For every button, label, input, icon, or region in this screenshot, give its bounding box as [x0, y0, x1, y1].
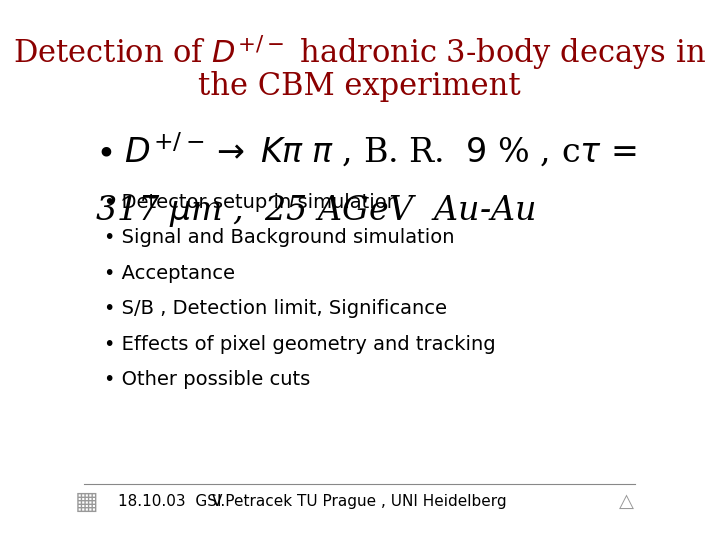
Text: ▦: ▦ — [75, 490, 99, 514]
Text: • Acceptance: • Acceptance — [104, 264, 234, 282]
Text: 18.10.03  GSI: 18.10.03 GSI — [118, 494, 221, 509]
Text: 317 $\mu$m ,  25 AGeV  Au-Au: 317 $\mu$m , 25 AGeV Au-Au — [95, 192, 536, 229]
Text: Detection of $D^{+/-}$ hadronic 3-body decays in: Detection of $D^{+/-}$ hadronic 3-body d… — [13, 33, 706, 73]
Text: • Signal and Background simulation: • Signal and Background simulation — [104, 228, 454, 247]
Text: the CBM experiment: the CBM experiment — [198, 71, 521, 101]
Text: V.Petracek TU Prague , UNI Heidelberg: V.Petracek TU Prague , UNI Heidelberg — [212, 494, 507, 509]
Text: • Effects of pixel geometry and tracking: • Effects of pixel geometry and tracking — [104, 335, 495, 354]
Text: • Other possible cuts: • Other possible cuts — [104, 370, 310, 389]
Text: • Detector setup in simulation: • Detector setup in simulation — [104, 192, 398, 211]
Text: △: △ — [619, 493, 634, 512]
Text: $\bullet\;D^{+/-}\rightarrow\;K\pi\;\pi$ , B. R.  $\mathit{9}$ % , c$\tau$ =: $\bullet\;D^{+/-}\rightarrow\;K\pi\;\pi$… — [95, 132, 637, 170]
Text: • S/B , Detection limit, Significance: • S/B , Detection limit, Significance — [104, 299, 446, 318]
